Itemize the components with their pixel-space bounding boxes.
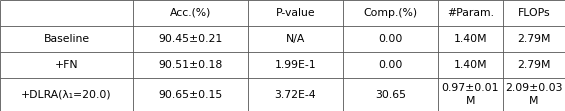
- Text: 2.79M: 2.79M: [517, 34, 551, 44]
- Text: 1.99E-1: 1.99E-1: [275, 60, 316, 70]
- Text: 30.65: 30.65: [375, 89, 406, 99]
- Text: P-value: P-value: [276, 8, 315, 18]
- Text: 1.40M: 1.40M: [454, 60, 487, 70]
- Text: 0.00: 0.00: [379, 60, 403, 70]
- Text: +FN: +FN: [55, 60, 79, 70]
- Text: 0.97±0.01
M: 0.97±0.01 M: [442, 83, 499, 106]
- Text: 3.72E-4: 3.72E-4: [275, 89, 316, 99]
- Text: +DLRA(λ₁=20.0): +DLRA(λ₁=20.0): [21, 89, 112, 99]
- Text: 0.00: 0.00: [379, 34, 403, 44]
- Text: FLOPs: FLOPs: [518, 8, 550, 18]
- Text: 1.40M: 1.40M: [454, 34, 487, 44]
- Text: #Param.: #Param.: [447, 8, 494, 18]
- Text: Comp.(%): Comp.(%): [363, 8, 418, 18]
- Text: Baseline: Baseline: [44, 34, 90, 44]
- Text: 90.45±0.21: 90.45±0.21: [158, 34, 223, 44]
- Text: 90.51±0.18: 90.51±0.18: [158, 60, 223, 70]
- Text: Acc.(%): Acc.(%): [170, 8, 211, 18]
- Text: 2.09±0.03
M: 2.09±0.03 M: [505, 83, 563, 106]
- Text: 2.79M: 2.79M: [517, 60, 551, 70]
- Text: N/A: N/A: [286, 34, 305, 44]
- Text: 90.65±0.15: 90.65±0.15: [158, 89, 223, 99]
